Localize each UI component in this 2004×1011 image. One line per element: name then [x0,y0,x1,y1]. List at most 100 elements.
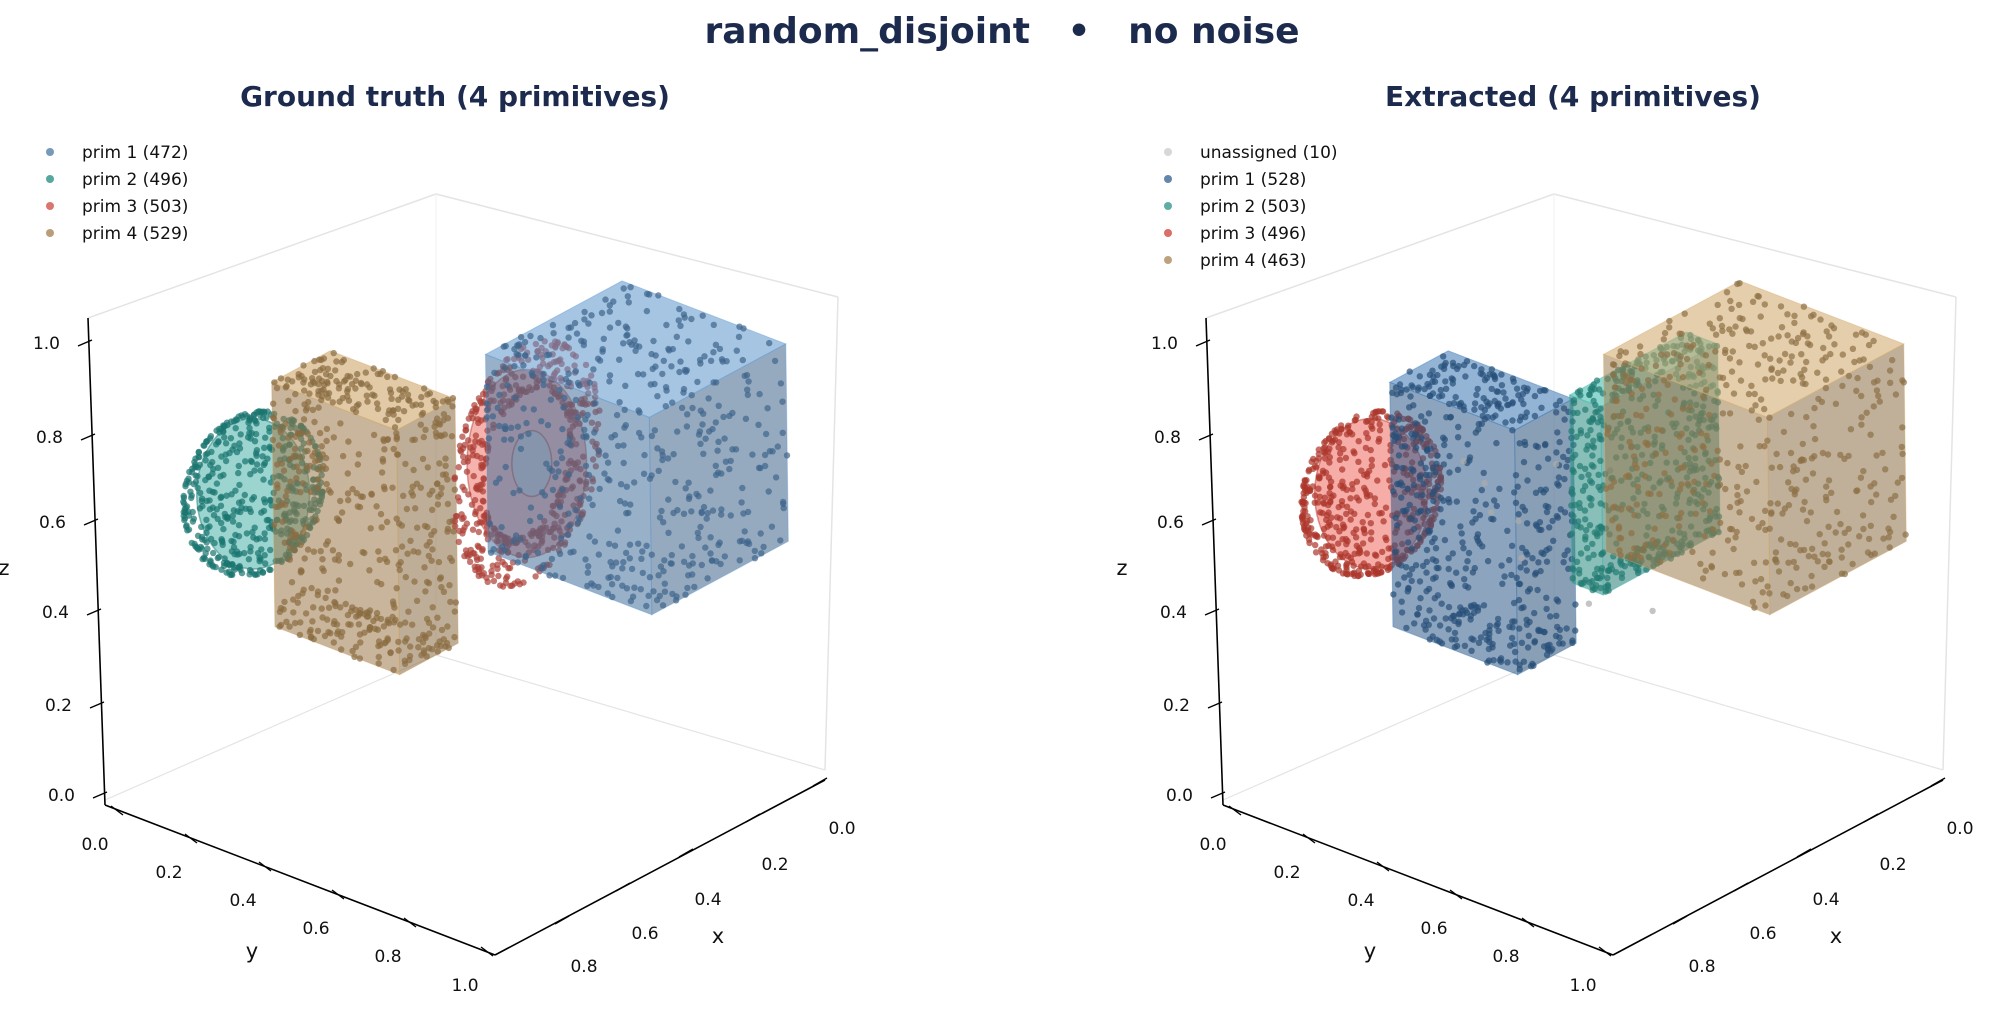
data-point [751,555,759,562]
data-point [544,421,552,429]
data-point [1664,381,1671,388]
data-point [1425,621,1433,629]
data-point [344,611,352,619]
data-point [327,372,334,380]
data-point [1343,510,1350,518]
data-point [707,487,714,494]
pane-edge [1942,296,1957,771]
data-point [1752,402,1759,409]
data-point [685,495,693,502]
data-point [756,390,763,398]
data-point [1445,555,1452,562]
data-point [1561,475,1568,483]
data-point [368,491,375,498]
data-point [413,480,421,487]
data-point [596,357,604,364]
series-2 [1388,350,1579,676]
y-tick [184,833,198,844]
data-point [516,341,523,348]
data-point [237,508,244,516]
data-point [287,478,294,485]
data-point [656,514,664,521]
data-point [552,473,559,481]
data-point [1411,517,1419,524]
legend-label: prim 4 (529) [82,224,188,244]
data-point [313,516,320,524]
z-tick [1198,433,1214,441]
data-point [1793,466,1801,474]
data-point [1730,545,1737,553]
data-point [1442,615,1449,622]
z-tick-label: 1.0 [1151,334,1178,354]
data-point [295,592,302,600]
data-point [639,548,646,555]
data-point [1300,483,1307,490]
data-point [1335,439,1343,446]
data-point [643,542,650,549]
data-point [1775,568,1783,575]
data-point [1609,517,1616,524]
data-point [1384,566,1392,574]
data-point [1837,520,1844,528]
data-point [1450,400,1458,407]
data-point [1426,607,1433,614]
data-point [1769,375,1776,382]
data-point [1355,458,1362,465]
data-point [1419,491,1426,499]
data-point [1311,499,1319,506]
data-point [221,555,228,562]
data-point [342,600,349,608]
data-point [1719,327,1726,335]
data-point [418,652,425,659]
data-point [521,352,529,359]
data-point [1711,472,1718,480]
data-point [1746,342,1753,350]
data-point [762,430,770,438]
data-point [655,467,662,474]
data-point [333,377,340,385]
data-point [185,475,192,482]
data-point [1736,314,1744,322]
data-point [1352,416,1359,424]
data-point [1487,509,1495,516]
data-point [473,556,481,563]
data-point [344,470,351,477]
x-tick [554,915,570,925]
data-point [1880,535,1887,542]
data-point [260,476,267,483]
data-point [422,588,429,595]
data-point [338,358,346,366]
data-point [346,373,354,380]
x-axis-label: x [1830,924,1842,948]
data-point [315,476,322,483]
data-point [248,458,255,466]
data-point [1767,355,1774,362]
data-point [1570,397,1578,404]
data-point [1463,358,1471,365]
data-point [1803,517,1811,525]
data-point [1374,477,1381,484]
data-point [1887,496,1895,503]
ground-truth-panel: Ground truth (4 primitives)0.00.20.40.60… [0,80,856,996]
y-axis-label: y [1364,939,1376,963]
data-point [1899,450,1906,458]
data-point [355,621,363,628]
data-point [258,546,265,553]
data-point [1368,529,1375,536]
data-point [1677,353,1684,360]
data-point [1845,372,1853,380]
data-point [565,510,572,517]
data-point [1519,544,1526,552]
data-point [1588,495,1595,503]
data-point [553,460,560,467]
data-point [373,400,381,407]
data-point [1429,490,1436,498]
data-point [1667,411,1675,418]
data-point [335,557,342,564]
data-point [1454,434,1462,441]
data-point [292,534,299,541]
data-point [1382,504,1390,511]
data-point [1398,562,1405,569]
data-point [282,420,289,428]
data-point [585,563,592,570]
